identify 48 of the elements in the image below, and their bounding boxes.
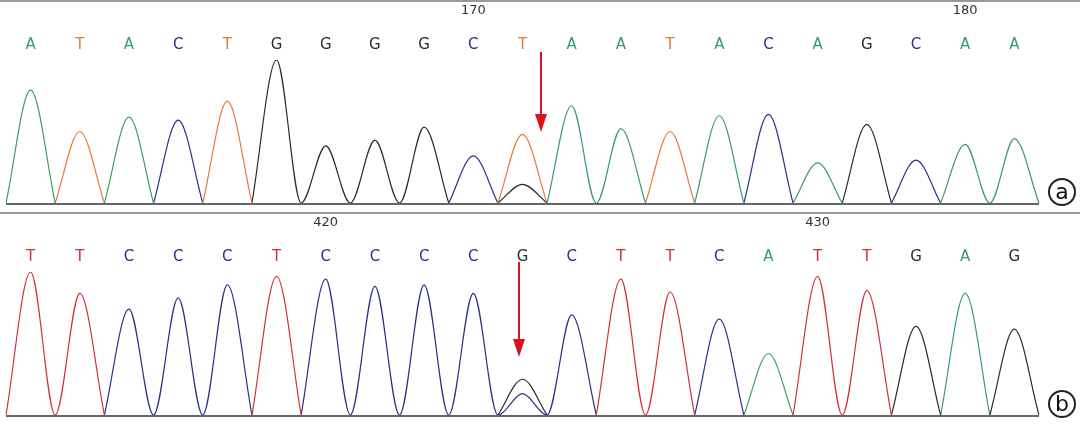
x-tick-label: T [221, 34, 233, 53]
x2-tick-label: 420 [313, 213, 339, 229]
x-tick-label: A [123, 34, 135, 53]
x-tick-label: C [320, 246, 331, 265]
x-tick-label: C [369, 246, 381, 265]
x-tick-label: A [615, 34, 627, 53]
x-tick-label: G [1008, 246, 1021, 265]
x-tick-label: T [25, 246, 37, 265]
x-tick-label: C [468, 34, 479, 53]
x-tick-label: C [468, 246, 479, 265]
x-tick-label: T [861, 246, 873, 265]
x-tick-label: T [74, 246, 86, 265]
x-tick-label: T [664, 246, 676, 265]
x-tick-label: C [418, 246, 430, 265]
x-tick-label: C [566, 246, 577, 265]
x-tick-label: C [910, 34, 922, 53]
x-tick-label: T [270, 246, 282, 265]
text: a [1048, 178, 1076, 206]
x-tick-label: C [172, 246, 184, 265]
x-tick-label: A [960, 246, 972, 265]
x2-tick-label: 180 [952, 1, 978, 17]
x-tick-label: A [566, 34, 578, 53]
x-tick-label: G [270, 34, 283, 53]
x-tick-label: A [960, 34, 972, 53]
x-tick-label: C [172, 34, 184, 53]
x-tick-label: T [664, 34, 676, 53]
text: b [1048, 390, 1076, 418]
x-tick-label: C [714, 246, 725, 265]
x2-tick-label: 170 [460, 1, 486, 17]
x-tick-label: C [222, 246, 233, 265]
x-tick-label: T [516, 34, 528, 53]
x-tick-label: A [714, 34, 726, 53]
x-tick-label: T [74, 34, 86, 53]
x-tick-label: T [812, 246, 824, 265]
x2-tick-label: 430 [805, 213, 831, 229]
x-tick-label: A [25, 34, 37, 53]
x-tick-label: G [516, 246, 529, 265]
x-tick-label: C [123, 246, 135, 265]
x-tick-label: T [615, 246, 627, 265]
x-tick-label: G [861, 34, 873, 53]
x-tick-label: G [418, 34, 430, 53]
x-tick-label: A [812, 34, 824, 53]
x-tick-label: G [319, 34, 332, 53]
x-tick-label: A [763, 246, 775, 265]
x-tick-label: A [1009, 34, 1021, 53]
x-tick-label: C [763, 34, 774, 53]
x-tick-label: G [369, 34, 381, 53]
x-tick-label: G [910, 246, 922, 265]
